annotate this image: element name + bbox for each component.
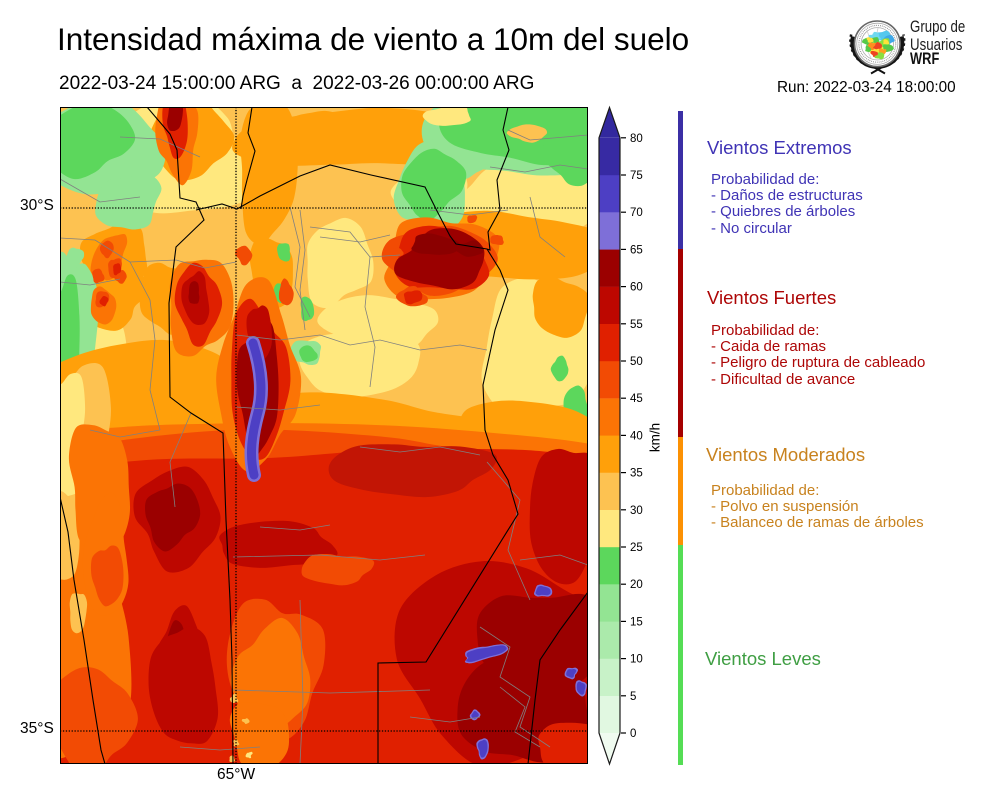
svg-text:55: 55 [630, 319, 643, 331]
svg-text:5: 5 [630, 691, 636, 703]
svg-text:30: 30 [630, 505, 643, 517]
svg-text:10: 10 [630, 654, 643, 666]
svg-text:15: 15 [630, 616, 643, 628]
svg-text:50: 50 [630, 356, 643, 368]
svg-text:20: 20 [630, 579, 643, 591]
svg-text:25: 25 [630, 542, 643, 554]
svg-text:40: 40 [630, 430, 643, 442]
svg-text:75: 75 [630, 170, 643, 182]
svg-text:45: 45 [630, 393, 643, 405]
svg-text:60: 60 [630, 282, 643, 294]
svg-text:0: 0 [630, 728, 636, 740]
svg-text:65: 65 [630, 244, 643, 256]
svg-text:70: 70 [630, 207, 643, 219]
svg-text:80: 80 [630, 133, 643, 145]
svg-text:35: 35 [630, 468, 643, 480]
